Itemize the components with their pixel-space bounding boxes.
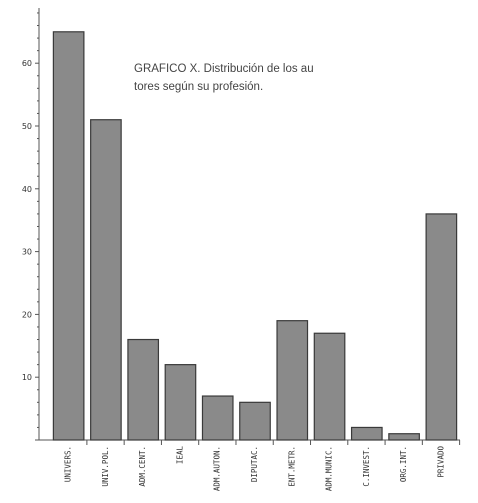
- bars: [52, 31, 458, 441]
- category-label: PRIVADO: [436, 446, 445, 478]
- category-label: UNIVERS.: [64, 446, 73, 482]
- bar: [313, 332, 346, 441]
- category-label: DIPUTAC.: [250, 446, 259, 482]
- y-tick-label: 30: [22, 248, 32, 257]
- y-tick-label: 50: [22, 122, 32, 131]
- bar: [52, 31, 85, 441]
- bar: [201, 395, 234, 441]
- category-label: UNIV.POL.: [101, 446, 110, 487]
- category-label: ADM.CENT.: [138, 446, 147, 487]
- category-label: IEAL: [175, 446, 184, 465]
- y-tick-label: 40: [22, 185, 32, 194]
- category-label: ADM.MUNIC.: [325, 446, 334, 491]
- category-label: C.INVEST.: [362, 446, 371, 487]
- y-tick-labels: 10 20 30 40 50 60: [22, 59, 32, 382]
- bar: [425, 213, 458, 441]
- bar: [164, 364, 197, 441]
- bar: [276, 320, 309, 441]
- chart-title-line-1: GRAFICO X. Distribución de los au: [134, 63, 314, 75]
- category-labels: UNIVERS. UNIV.POL. ADM.CENT. IEAL ADM.AUTON.…: [64, 446, 446, 492]
- bar: [127, 338, 160, 441]
- category-label: ADM.AUTON.: [213, 446, 222, 491]
- bar: [90, 119, 122, 441]
- y-tick-label: 10: [22, 373, 32, 382]
- bar: [388, 433, 420, 441]
- chart-title-line-2: tores según su profesión.: [134, 81, 263, 93]
- category-label: ORG.INT.: [399, 446, 408, 482]
- bar: [239, 401, 271, 441]
- y-tick-label: 20: [22, 310, 32, 319]
- y-tick-label: 60: [22, 59, 32, 68]
- bar: [350, 426, 383, 441]
- category-label: ENT.METR.: [287, 446, 296, 487]
